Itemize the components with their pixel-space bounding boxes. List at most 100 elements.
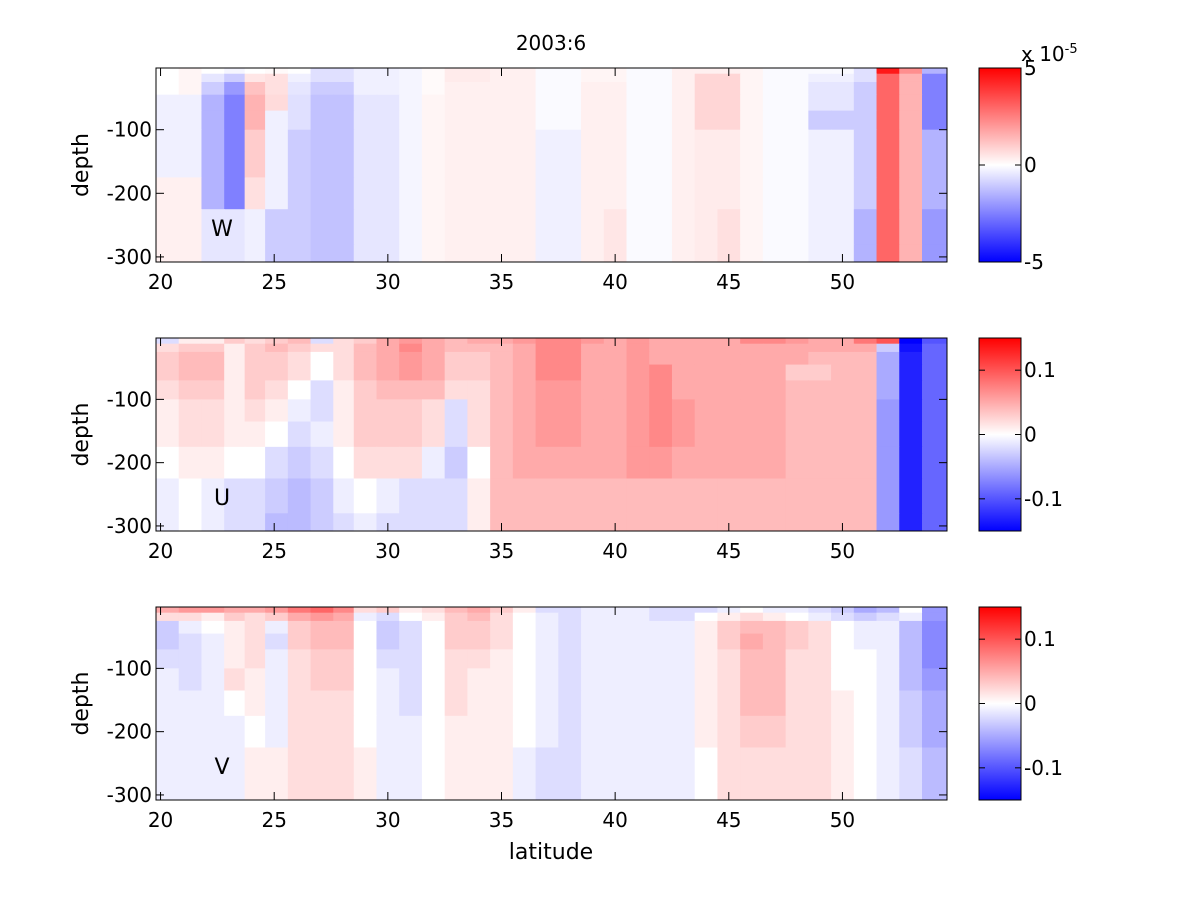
heatmap-cell xyxy=(740,152,763,178)
heatmap-cell xyxy=(786,209,809,245)
heatmap-cell xyxy=(922,344,948,353)
heatmap-cell xyxy=(831,399,854,422)
x-tick-label: 40 xyxy=(602,270,627,294)
heatmap-cell xyxy=(156,68,179,74)
heatmap-cell xyxy=(333,691,354,717)
heatmap-cell xyxy=(265,74,288,83)
heatmap-cell xyxy=(354,399,377,422)
heatmap-cell xyxy=(740,747,763,782)
heatmap-cell xyxy=(558,716,581,748)
heatmap-cell xyxy=(808,621,831,634)
heatmap-cell xyxy=(422,649,445,669)
heatmap-cell xyxy=(899,478,922,513)
heatmap-cell xyxy=(201,177,224,209)
heatmap-cell xyxy=(201,74,224,83)
heatmap-cell xyxy=(581,422,604,448)
heatmap-cell xyxy=(445,365,468,381)
heatmap-cell xyxy=(786,478,809,513)
heatmap-cell xyxy=(179,209,202,245)
heatmap-cell xyxy=(786,111,809,131)
heatmap-cell xyxy=(627,399,650,422)
heatmap-cell xyxy=(445,422,468,448)
heatmap-cell xyxy=(536,338,559,344)
heatmap-cell xyxy=(536,399,559,422)
heatmap-cell xyxy=(672,130,695,153)
heatmap-cell xyxy=(558,478,581,513)
heatmap-cell xyxy=(717,82,740,95)
heatmap-cell xyxy=(922,365,948,381)
heatmap-cell xyxy=(399,130,422,153)
heatmap-cell xyxy=(763,130,786,153)
heatmap-cell xyxy=(627,380,650,400)
heatmap-cell xyxy=(467,365,490,381)
heatmap-cell xyxy=(513,338,536,344)
x-tick-label: 45 xyxy=(716,270,741,294)
heatmap-cell xyxy=(581,177,604,209)
heatmap-cell xyxy=(224,782,245,800)
heatmap-cell xyxy=(354,82,377,95)
heatmap-cell xyxy=(786,513,809,531)
heatmap-cell xyxy=(831,95,854,112)
heatmap-cell xyxy=(808,152,831,178)
heatmap-cell xyxy=(740,399,763,422)
heatmap-cell xyxy=(672,747,695,782)
heatmap-cell xyxy=(695,782,718,800)
heatmap-cell xyxy=(899,613,922,622)
heatmap-cell xyxy=(763,478,786,513)
heatmap-cell xyxy=(311,344,334,353)
heatmap-cell xyxy=(695,399,718,422)
heatmap-cell xyxy=(877,478,900,513)
heatmap-cell xyxy=(808,380,831,400)
heatmap-cell xyxy=(740,244,763,262)
heatmap-cell xyxy=(536,668,559,691)
heatmap-cell xyxy=(695,152,718,178)
heatmap-cell xyxy=(245,95,266,112)
heatmap-cell xyxy=(717,621,740,634)
heatmap-cell xyxy=(831,130,854,153)
heatmap-cell xyxy=(201,607,224,613)
heatmap-cell xyxy=(763,613,786,622)
heatmap-cell xyxy=(581,513,604,531)
heatmap-cell xyxy=(245,649,266,669)
heatmap-cell xyxy=(717,399,740,422)
colorbar xyxy=(979,68,1021,262)
heatmap-cell xyxy=(311,621,334,634)
heatmap-cell xyxy=(399,95,422,112)
heatmap-cell xyxy=(581,344,604,353)
heatmap-cell xyxy=(179,747,202,782)
heatmap-cell xyxy=(422,399,445,422)
heatmap-cell xyxy=(695,634,718,650)
heatmap-cell xyxy=(265,338,288,344)
heatmap-cell xyxy=(311,613,334,622)
heatmap-cell xyxy=(422,68,445,74)
heatmap-cell xyxy=(179,68,202,74)
heatmap-cell xyxy=(354,782,377,800)
heatmap-cell xyxy=(245,74,266,83)
heatmap-cell xyxy=(695,478,718,513)
heatmap-cell xyxy=(265,621,288,634)
heatmap-cell xyxy=(288,130,311,153)
heatmap-cell xyxy=(695,244,718,262)
heatmap-cell xyxy=(581,244,604,262)
heatmap-cell xyxy=(245,344,266,353)
heatmap-cell xyxy=(333,634,354,650)
heatmap-cell xyxy=(649,68,672,74)
heatmap-cell xyxy=(156,344,179,353)
heatmap-cell xyxy=(354,668,377,691)
heatmap-cell xyxy=(422,691,445,717)
heatmap-cell xyxy=(311,691,334,717)
heatmap-cell xyxy=(649,613,672,622)
heatmap-cell xyxy=(245,691,266,717)
colorbar xyxy=(979,607,1021,800)
heatmap-cell xyxy=(399,177,422,209)
heatmap-cell xyxy=(649,621,672,634)
heatmap-cell xyxy=(311,668,334,691)
heatmap-cell xyxy=(513,365,536,381)
heatmap-cell xyxy=(808,634,831,650)
heatmap-cell xyxy=(311,634,334,650)
heatmap-cell xyxy=(808,716,831,748)
heatmap-cell xyxy=(854,244,877,262)
heatmap-cell xyxy=(581,352,604,365)
heatmap-cell xyxy=(877,399,900,422)
heatmap-cell xyxy=(763,607,786,613)
